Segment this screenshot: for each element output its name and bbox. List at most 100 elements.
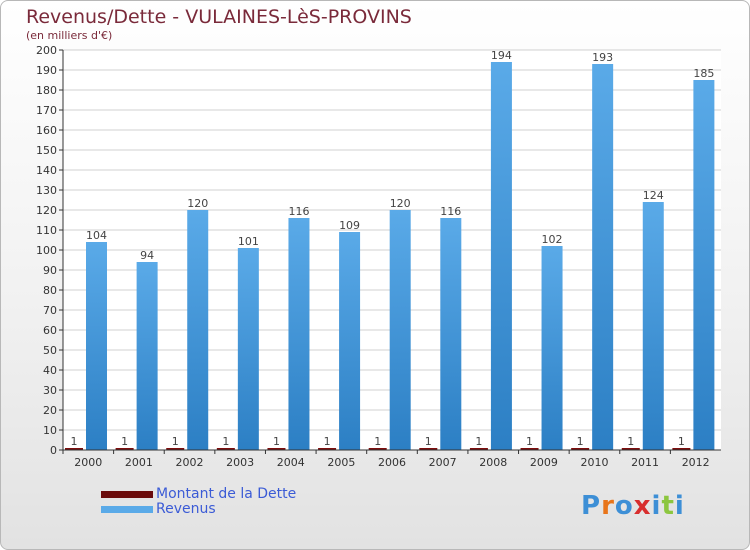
y-axis: 0 10 20 30 40 50 60 70 80 90 100 110 120 130 140 150 160… — [36, 44, 63, 457]
label-dette-2011: 1 — [627, 435, 634, 448]
x-tick-label-2006: 2006 — [378, 456, 406, 469]
y-tick-label: 120 — [36, 204, 57, 217]
bars — [65, 62, 715, 450]
y-tick-label: 150 — [36, 144, 57, 157]
x-axis: 2000 2001 2002 2003 2004 2005 2006 2007 2008 2009… — [62, 450, 710, 469]
label-revenus-2008: 194 — [491, 49, 512, 62]
y-tick-label: 0 — [50, 444, 57, 457]
x-tick-label-2002: 2002 — [176, 456, 204, 469]
label-revenus-2012: 185 — [693, 67, 714, 80]
bar-revenus-2001 — [136, 262, 158, 450]
bar-revenus-2004 — [288, 218, 310, 450]
bar-dette-2009 — [520, 448, 539, 450]
label-revenus-2009: 102 — [542, 233, 563, 246]
value-labels: 1104194112011011116110911201116119411021… — [71, 49, 715, 448]
label-revenus-2005: 109 — [339, 219, 360, 232]
logo-letter: i — [674, 491, 685, 521]
bar-revenus-2011 — [642, 202, 664, 450]
label-dette-2007: 1 — [425, 435, 432, 448]
legend-swatch-revenus — [101, 505, 153, 513]
label-revenus-2006: 120 — [390, 197, 411, 210]
y-tick-label: 100 — [36, 244, 57, 257]
bar-dette-2003 — [216, 448, 235, 450]
bar-revenus-2005 — [339, 232, 361, 450]
bar-dette-2012 — [672, 448, 691, 450]
label-revenus-2000: 104 — [86, 229, 107, 242]
x-tick-label-2011: 2011 — [631, 456, 659, 469]
label-dette-2009: 1 — [526, 435, 533, 448]
bar-revenus-2006 — [389, 210, 411, 450]
label-dette-2003: 1 — [222, 435, 229, 448]
x-tick-label-2008: 2008 — [479, 456, 507, 469]
label-dette-2001: 1 — [121, 435, 128, 448]
x-tick-label-2007: 2007 — [429, 456, 457, 469]
label-dette-2012: 1 — [678, 435, 685, 448]
x-tick-label-2005: 2005 — [327, 456, 355, 469]
y-tick-label: 20 — [43, 404, 57, 417]
y-tick-label: 10 — [43, 424, 57, 437]
y-tick-label: 90 — [43, 264, 57, 277]
label-revenus-2007: 116 — [440, 205, 461, 218]
y-tick-label: 180 — [36, 84, 57, 97]
y-tick-label: 200 — [36, 44, 57, 57]
x-tick-label-2000: 2000 — [74, 456, 102, 469]
label-revenus-2011: 124 — [643, 189, 664, 202]
chart-subtitle: (en milliers d'€) — [26, 29, 113, 42]
bar-revenus-2002 — [187, 210, 209, 450]
x-tick-label-2009: 2009 — [530, 456, 558, 469]
legend-item-revenus: Revenus — [101, 501, 216, 517]
y-tick-label: 170 — [36, 104, 57, 117]
label-revenus-2001: 94 — [140, 249, 154, 262]
bar-dette-2007 — [419, 448, 438, 450]
x-tick-label-2010: 2010 — [580, 456, 608, 469]
bar-dette-2001 — [115, 448, 134, 450]
label-dette-2004: 1 — [273, 435, 280, 448]
y-tick-label: 30 — [43, 384, 57, 397]
label-revenus-2010: 193 — [592, 51, 613, 64]
label-dette-2005: 1 — [324, 435, 331, 448]
y-tick-label: 60 — [43, 324, 57, 337]
y-tick-label: 50 — [43, 344, 57, 357]
bar-revenus-2008 — [490, 62, 512, 450]
legend-item-dette: Montant de la Dette — [101, 486, 297, 502]
bar-dette-2004 — [267, 448, 286, 450]
label-dette-2002: 1 — [172, 435, 179, 448]
label-dette-2006: 1 — [374, 435, 381, 448]
label-revenus-2003: 101 — [238, 235, 259, 248]
y-tick-label: 130 — [36, 184, 57, 197]
bar-revenus-2007 — [440, 218, 462, 450]
label-revenus-2002: 120 — [187, 197, 208, 210]
bar-revenus-2003 — [237, 248, 259, 450]
x-tick-label-2001: 2001 — [125, 456, 153, 469]
legend-label-revenus: Revenus — [156, 501, 216, 517]
y-tick-label: 80 — [43, 284, 57, 297]
label-dette-2000: 1 — [71, 435, 78, 448]
proxiti-logo: Proxiti — [581, 491, 685, 521]
x-tick-label-2003: 2003 — [226, 456, 254, 469]
x-tick-label-2004: 2004 — [277, 456, 305, 469]
bar-dette-2011 — [621, 448, 640, 450]
legend-label-dette: Montant de la Dette — [156, 486, 297, 502]
bar-dette-2008 — [469, 448, 488, 450]
bar-dette-2006 — [368, 448, 387, 450]
bar-dette-2005 — [318, 448, 337, 450]
y-tick-label: 40 — [43, 364, 57, 377]
x-tick-label-2012: 2012 — [682, 456, 710, 469]
logo-letter: i — [651, 491, 662, 521]
label-dette-2008: 1 — [475, 435, 482, 448]
label-dette-2010: 1 — [577, 435, 584, 448]
y-tick-label: 110 — [36, 224, 57, 237]
chart-title: Revenus/Dette - VULAINES-LèS-PROVINS — [26, 6, 412, 28]
bar-revenus-2009 — [541, 246, 563, 450]
y-tick-label: 140 — [36, 164, 57, 177]
legend-swatch-dette — [101, 490, 153, 498]
bar-dette-2000 — [65, 448, 83, 450]
label-revenus-2004: 116 — [288, 205, 309, 218]
bar-dette-2010 — [571, 448, 590, 450]
y-tick-label: 70 — [43, 304, 57, 317]
bar-dette-2002 — [166, 448, 185, 450]
logo-letter: P — [581, 491, 602, 521]
bar-revenus-2010 — [592, 64, 614, 450]
